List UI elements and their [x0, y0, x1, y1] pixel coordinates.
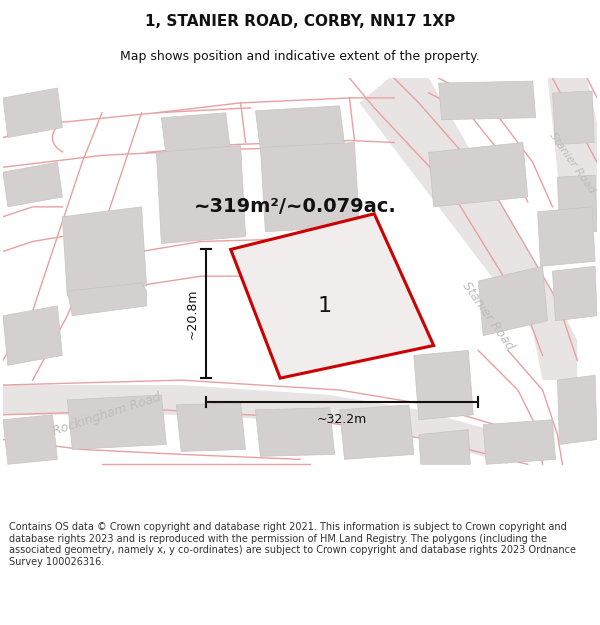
Polygon shape	[429, 142, 528, 207]
Polygon shape	[548, 78, 597, 222]
Polygon shape	[161, 112, 230, 158]
Polygon shape	[483, 420, 556, 464]
Polygon shape	[62, 207, 146, 296]
Polygon shape	[553, 91, 594, 144]
Polygon shape	[260, 142, 359, 232]
Text: 1: 1	[317, 296, 332, 316]
Polygon shape	[3, 306, 62, 365]
Polygon shape	[478, 266, 548, 336]
Polygon shape	[176, 403, 245, 451]
Polygon shape	[419, 429, 470, 464]
Text: Contains OS data © Crown copyright and database right 2021. This information is : Contains OS data © Crown copyright and d…	[9, 522, 576, 567]
Polygon shape	[557, 175, 597, 234]
Text: ~319m²/~0.079ac.: ~319m²/~0.079ac.	[194, 198, 397, 216]
Polygon shape	[67, 395, 166, 449]
Polygon shape	[230, 214, 434, 378]
Text: Rockingham Road: Rockingham Road	[51, 391, 163, 438]
Polygon shape	[256, 408, 335, 456]
Polygon shape	[557, 375, 597, 444]
Text: ~20.8m: ~20.8m	[185, 289, 199, 339]
Text: Stanier Road: Stanier Road	[460, 279, 517, 352]
Polygon shape	[67, 283, 146, 316]
Text: ~32.2m: ~32.2m	[317, 413, 367, 426]
Polygon shape	[553, 266, 597, 321]
Polygon shape	[256, 106, 344, 149]
Polygon shape	[340, 405, 414, 459]
Polygon shape	[538, 207, 595, 266]
Polygon shape	[3, 415, 58, 464]
Polygon shape	[3, 385, 508, 464]
Polygon shape	[414, 351, 473, 420]
Text: Map shows position and indicative extent of the property.: Map shows position and indicative extent…	[120, 50, 480, 62]
Polygon shape	[157, 146, 245, 244]
Text: Stanier Road: Stanier Road	[548, 130, 597, 194]
Polygon shape	[3, 162, 62, 207]
Polygon shape	[439, 81, 536, 120]
Polygon shape	[359, 78, 577, 380]
Polygon shape	[3, 88, 62, 138]
Text: 1, STANIER ROAD, CORBY, NN17 1XP: 1, STANIER ROAD, CORBY, NN17 1XP	[145, 14, 455, 29]
